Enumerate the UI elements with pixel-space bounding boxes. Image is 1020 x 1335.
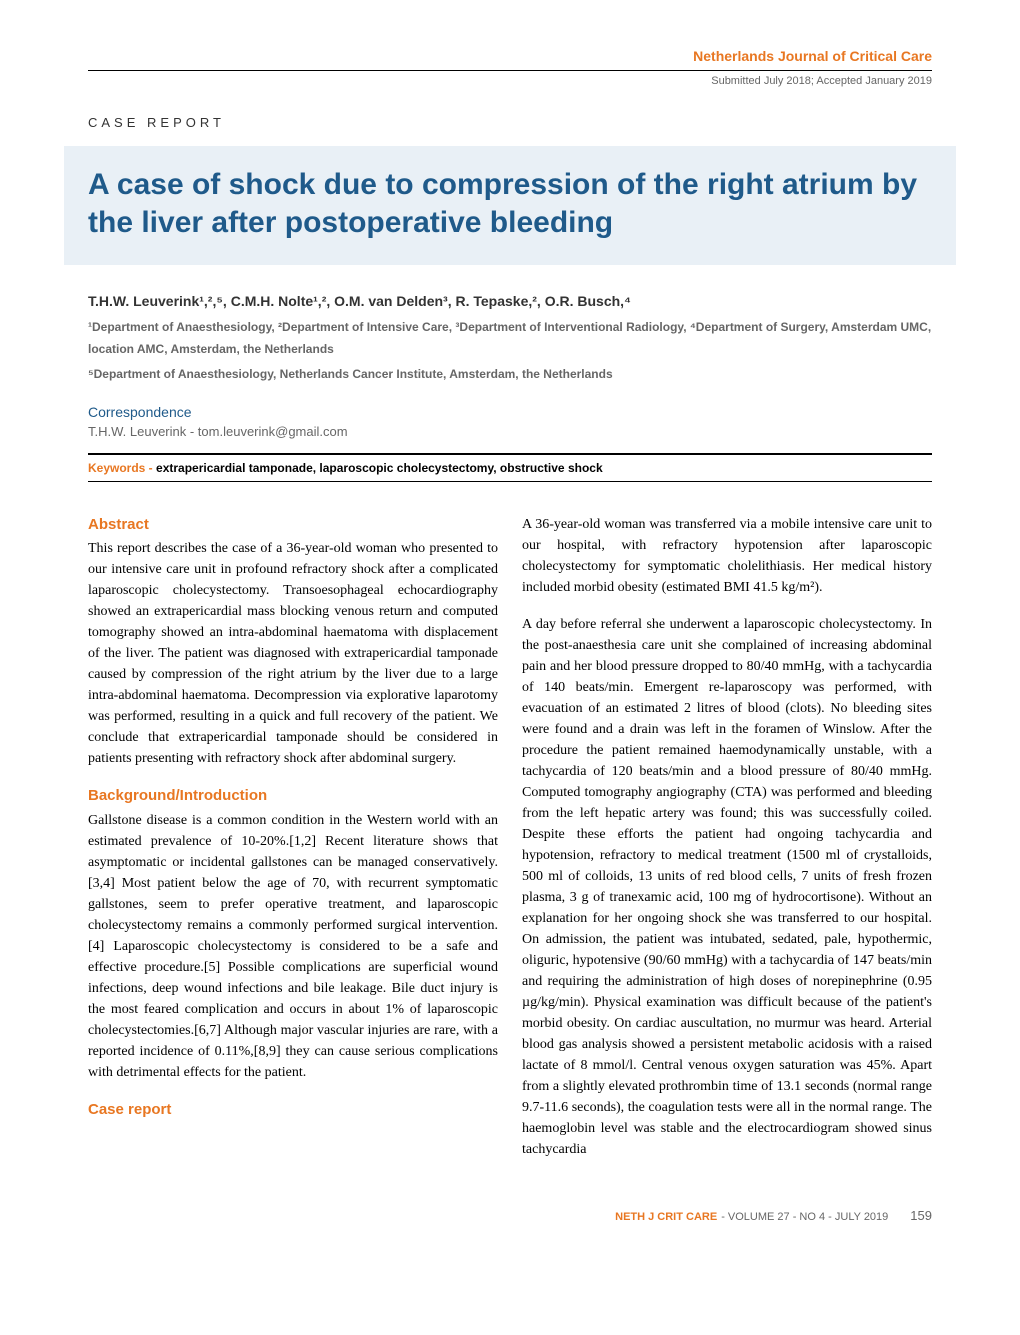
keywords-rule-bottom <box>88 481 932 482</box>
title-block: A case of shock due to compression of th… <box>64 146 956 265</box>
correspondence-label: Correspondence <box>88 404 932 420</box>
background-text: Gallstone disease is a common condition … <box>88 810 498 1083</box>
keywords-line: Keywords - extrapericardial tamponade, l… <box>88 461 932 475</box>
footer-page-number: 159 <box>910 1208 932 1223</box>
page-footer: NETH J CRIT CARE - VOLUME 27 - NO 4 - JU… <box>88 1208 932 1223</box>
abstract-heading: Abstract <box>88 514 498 537</box>
author-list: T.H.W. Leuverink¹,²,⁵, C.M.H. Nolte¹,², … <box>88 293 932 309</box>
footer-issue: - VOLUME 27 - NO 4 - JULY 2019 <box>721 1211 888 1223</box>
article-title: A case of shock due to compression of th… <box>88 166 932 241</box>
keywords-text: extrapericardial tamponade, laparoscopic… <box>156 461 603 475</box>
submission-info: Submitted July 2018; Accepted January 20… <box>88 75 932 87</box>
journal-header: Netherlands Journal of Critical Care <box>88 48 932 66</box>
journal-name: Netherlands Journal of Critical Care <box>693 48 932 64</box>
affiliation-2: ⁵Department of Anaesthesiology, Netherla… <box>88 364 932 386</box>
keywords-rule-top <box>88 453 932 455</box>
affiliation-1: ¹Department of Anaesthesiology, ²Departm… <box>88 317 932 360</box>
correspondence-value: T.H.W. Leuverink - tom.leuverink@gmail.c… <box>88 424 932 439</box>
case-report-p2: A day before referral she underwent a la… <box>522 614 932 1160</box>
keywords-label: Keywords - <box>88 461 156 475</box>
article-body: Abstract This report describes the case … <box>88 514 932 1160</box>
case-report-p1: A 36-year-old woman was transferred via … <box>522 514 932 598</box>
case-report-heading: Case report <box>88 1099 498 1122</box>
abstract-text: This report describes the case of a 36-y… <box>88 538 498 769</box>
background-heading: Background/Introduction <box>88 785 498 808</box>
header-rule <box>88 70 932 71</box>
footer-journal: NETH J CRIT CARE <box>615 1211 717 1223</box>
article-type: CASE REPORT <box>88 115 932 130</box>
